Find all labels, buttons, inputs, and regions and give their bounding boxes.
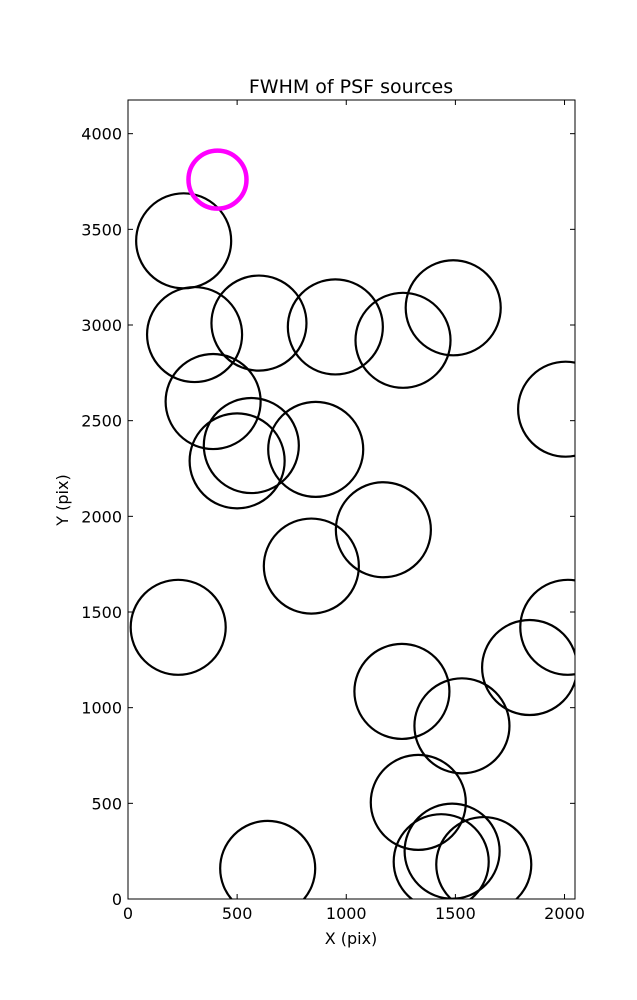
x-axis-label: X (pix) [325, 929, 378, 948]
x-axis-ticks: 0 500 1000 1500 2000 [123, 100, 585, 923]
source-marker-18 [413, 677, 511, 775]
source-marker-16 [481, 618, 575, 717]
y-tick-label: 0 [112, 890, 122, 909]
source-marker-5 [354, 291, 452, 389]
highlight-layer [186, 148, 249, 211]
y-tick-label: 2500 [81, 412, 122, 431]
source-marker-10 [267, 400, 365, 498]
x-tick-label: 0 [123, 904, 133, 923]
source-marker-22 [435, 815, 533, 899]
source-marker-7 [164, 352, 262, 451]
y-tick-label: 1000 [81, 699, 122, 718]
y-tick-label: 3000 [81, 316, 122, 335]
source-marker-13 [262, 517, 360, 615]
x-tick-label: 500 [222, 904, 253, 923]
y-tick-label: 500 [91, 794, 122, 813]
source-marker-17 [353, 642, 451, 741]
source-marker-23 [219, 819, 317, 899]
source-marker-12 [334, 481, 432, 579]
x-tick-label: 2000 [544, 904, 585, 923]
y-tick-label: 1500 [81, 603, 122, 622]
source-marker-9 [202, 396, 300, 495]
source-marker-8 [188, 412, 286, 510]
y-tick-label: 3500 [81, 220, 122, 239]
y-axis-ticks: 0 500 1000 1500 2000 2500 3000 3500 4000 [81, 125, 575, 909]
markers-layer [129, 192, 575, 899]
x-tick-label: 1000 [326, 904, 367, 923]
source-marker-3 [210, 274, 308, 372]
y-tick-label: 2000 [81, 507, 122, 526]
source-marker-21 [392, 813, 490, 899]
source-marker-19 [369, 753, 467, 851]
source-marker-15 [519, 578, 575, 676]
source-marker-14 [129, 578, 227, 676]
source-marker-6 [404, 259, 502, 357]
plot-area [127, 99, 576, 900]
y-tick-label: 4000 [81, 125, 122, 144]
highlight-marker-1 [186, 148, 249, 211]
source-marker-2 [145, 285, 244, 384]
source-marker-4 [286, 278, 384, 376]
plot-frame [127, 99, 576, 900]
source-marker-11 [517, 360, 575, 458]
chart-title: FWHM of PSF sources [249, 76, 453, 98]
x-tick-label: 1500 [435, 904, 476, 923]
y-axis-label: Y (pix) [53, 474, 72, 526]
